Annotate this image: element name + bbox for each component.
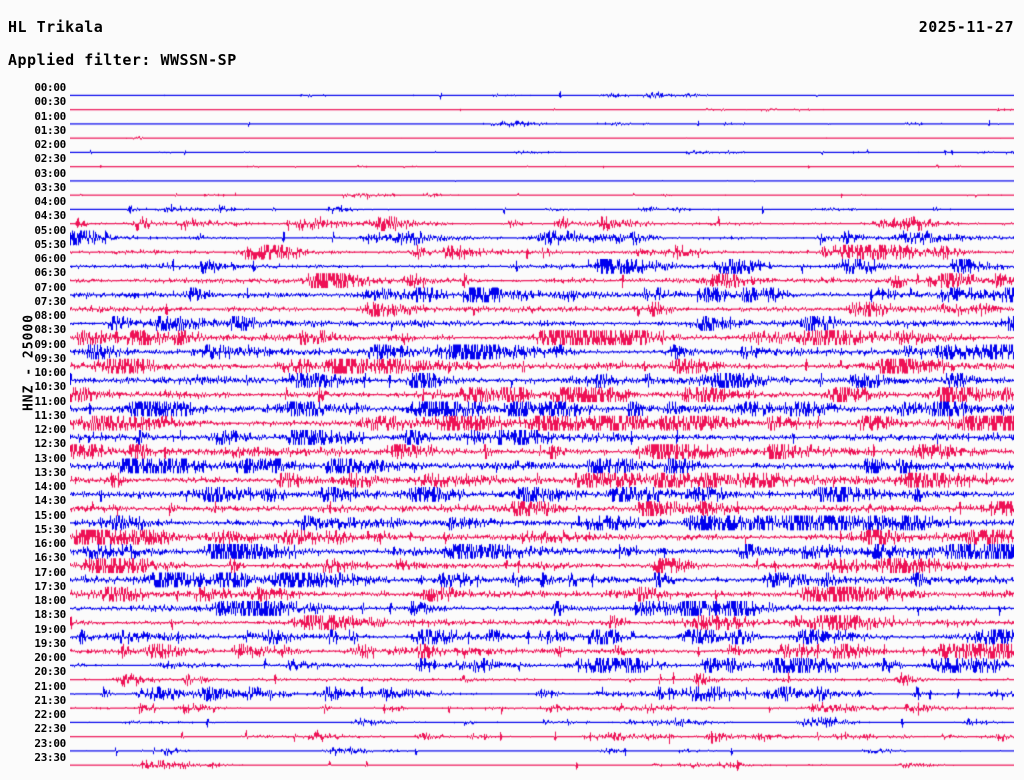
time-label: 09:30 (34, 351, 66, 365)
time-label: 23:00 (34, 736, 66, 750)
time-label: 06:00 (34, 252, 66, 265)
time-label: 13:00 (34, 451, 66, 465)
time-label: 04:00 (34, 195, 66, 208)
time-label: 02:30 (34, 152, 66, 166)
time-label: 10:00 (34, 366, 66, 379)
record-date: 2025-11-27 (918, 18, 1014, 36)
time-label: 13:30 (34, 465, 66, 479)
time-label: 21:00 (34, 679, 66, 693)
time-label: 15:30 (34, 522, 66, 536)
time-label: 09:00 (34, 337, 66, 351)
time-label: 19:30 (34, 636, 66, 650)
time-label: 20:00 (34, 651, 66, 664)
time-label: 00:00 (34, 81, 66, 94)
time-label: 12:00 (34, 423, 66, 436)
time-label: 22:00 (34, 708, 66, 721)
time-label: 05:00 (34, 223, 66, 237)
time-label: 01:30 (34, 123, 66, 137)
time-label: 19:00 (34, 622, 66, 636)
applied-filter-label: Applied filter: WWSSN-SP (8, 51, 237, 69)
time-label: 17:30 (34, 579, 66, 593)
time-label: 18:00 (34, 594, 66, 607)
time-label: 08:00 (34, 309, 66, 322)
time-label: 17:00 (34, 565, 66, 579)
time-label: 01:00 (34, 109, 66, 123)
time-label: 16:00 (34, 537, 66, 550)
time-label: 10:30 (34, 380, 66, 394)
time-label: 00:30 (34, 95, 66, 109)
time-label: 11:00 (34, 394, 66, 408)
time-label: 05:30 (34, 237, 66, 251)
time-label: 02:00 (34, 138, 66, 151)
time-label: 23:30 (34, 750, 66, 764)
page-title: HL Trikala (8, 18, 104, 36)
time-label: 04:30 (34, 209, 66, 223)
seismogram-plot (70, 78, 1014, 772)
time-label: 12:30 (34, 437, 66, 451)
time-label: 14:30 (34, 494, 66, 508)
time-axis: 00:00 00:30 01:00 01:30 02:00 02:30 03:00 03:30… (0, 81, 66, 771)
time-label: 03:30 (34, 180, 66, 194)
time-label: 15:00 (34, 508, 66, 522)
seismic-trace-canvas (70, 78, 1014, 772)
time-label: 03:00 (34, 166, 66, 180)
time-label: 07:00 (34, 280, 66, 294)
time-label: 16:30 (34, 551, 66, 565)
time-label: 21:30 (34, 693, 66, 707)
time-label: 18:30 (34, 608, 66, 622)
time-label: 20:30 (34, 665, 66, 679)
time-label: 06:30 (34, 266, 66, 280)
time-label: 08:30 (34, 323, 66, 337)
time-label: 14:00 (34, 480, 66, 493)
time-label: 07:30 (34, 294, 66, 308)
time-label: 11:30 (34, 408, 66, 422)
time-label: 22:30 (34, 722, 66, 736)
